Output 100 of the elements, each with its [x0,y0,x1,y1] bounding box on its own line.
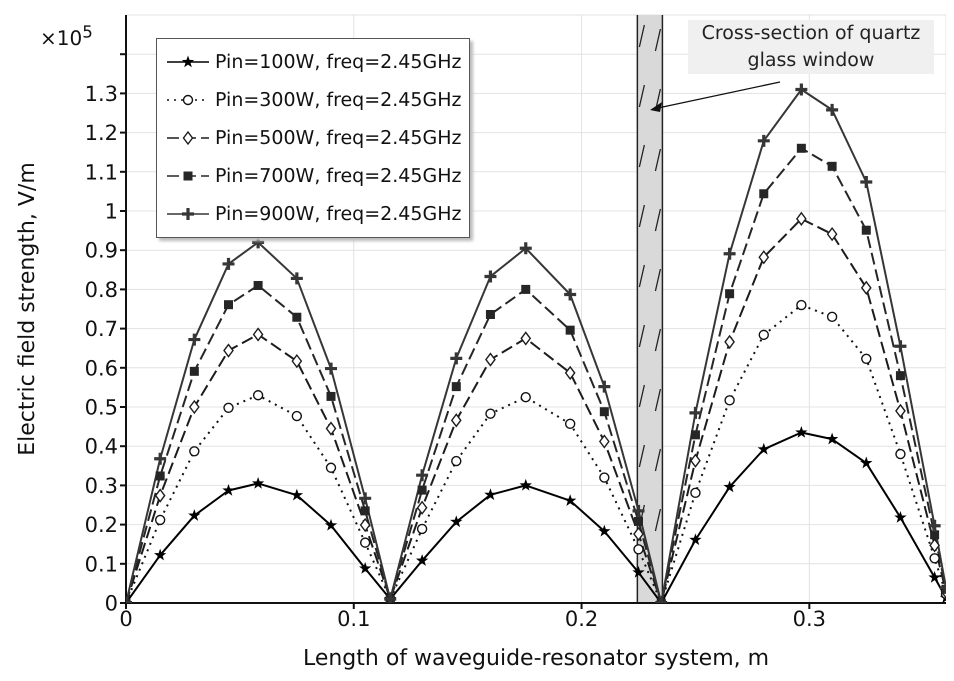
point [452,382,461,392]
point [292,354,302,368]
y-tick-label: 1.3 [84,82,118,106]
point [564,418,576,430]
point [826,312,838,322]
point [359,492,372,504]
point [254,280,263,290]
point [894,340,906,352]
point [632,504,644,517]
legend-label: Pin=700W, freq=2.45GHz [215,165,462,187]
y-tick-label: 0.1 [84,552,118,576]
point [450,352,462,364]
point [485,352,496,366]
point [451,456,462,466]
point [828,162,837,171]
x-axis-title: Length of waveguide-resonator system, m [302,646,770,671]
point [929,553,940,564]
point [326,462,336,473]
point [689,533,702,546]
point [292,312,302,322]
point [758,134,770,147]
y-tick-label: 1.2 [84,121,118,146]
point [758,330,769,340]
y-axis-title: Electric field strength, V/m [14,162,40,456]
point [632,566,645,578]
point [826,432,838,444]
point [223,344,234,358]
point [520,478,532,491]
point [154,452,166,465]
point [416,524,428,534]
point [360,506,370,516]
point [723,480,736,492]
point [690,488,701,498]
point [326,392,336,401]
y-tick-label: 0.9 [84,238,118,263]
point [324,518,338,531]
point [224,300,233,310]
point [826,227,838,241]
point [189,446,200,456]
point [758,250,769,264]
point [252,328,264,342]
point [633,527,644,541]
point [758,442,770,455]
point [564,366,576,380]
x-tick-label: 0.1 [337,606,370,631]
point [894,511,907,523]
point [633,544,644,554]
point [290,272,303,284]
point [156,471,165,480]
point [724,395,735,406]
point [928,571,941,583]
legend-label: Pin=900W, freq=2.45GHz [215,203,462,225]
point [795,426,808,438]
y-tick-label: 0 [104,591,118,616]
point [928,520,941,532]
point [895,404,906,418]
point [564,288,576,300]
point [520,242,532,254]
point [599,472,610,483]
y-tick-label: 0.2 [84,513,118,538]
point [252,476,264,489]
point [358,562,372,574]
y-tick-label: 0.7 [84,317,118,342]
point [450,515,462,528]
point [724,335,735,349]
point [690,454,701,468]
point [252,390,264,400]
point [930,530,940,540]
point [860,176,872,188]
point [486,310,495,319]
x-tick-label: 0.2 [564,606,598,631]
point [520,332,531,346]
point [190,366,199,376]
point [689,406,702,419]
point [520,392,531,402]
point [222,484,235,496]
point [188,334,200,346]
point [326,422,336,436]
text: ×10$^{5}$ [40,22,93,50]
point [861,354,872,364]
point [599,434,610,448]
y-tick-label: 0.8 [84,278,118,302]
point [796,300,807,310]
point [566,326,575,335]
point [189,400,200,414]
point [325,362,337,375]
point [521,284,530,294]
point [895,448,906,460]
point [416,469,428,482]
point [154,514,166,526]
point [725,289,734,298]
point [795,83,808,96]
legend-label: Pin=300W, freq=2.45GHz [215,89,462,111]
point [724,248,736,260]
point [862,226,871,235]
band-label: Cross-section of quartz glass window [688,20,934,74]
point [484,488,497,500]
point [292,410,302,422]
point [634,516,643,526]
y-tick-label: 1.1 [84,160,118,184]
